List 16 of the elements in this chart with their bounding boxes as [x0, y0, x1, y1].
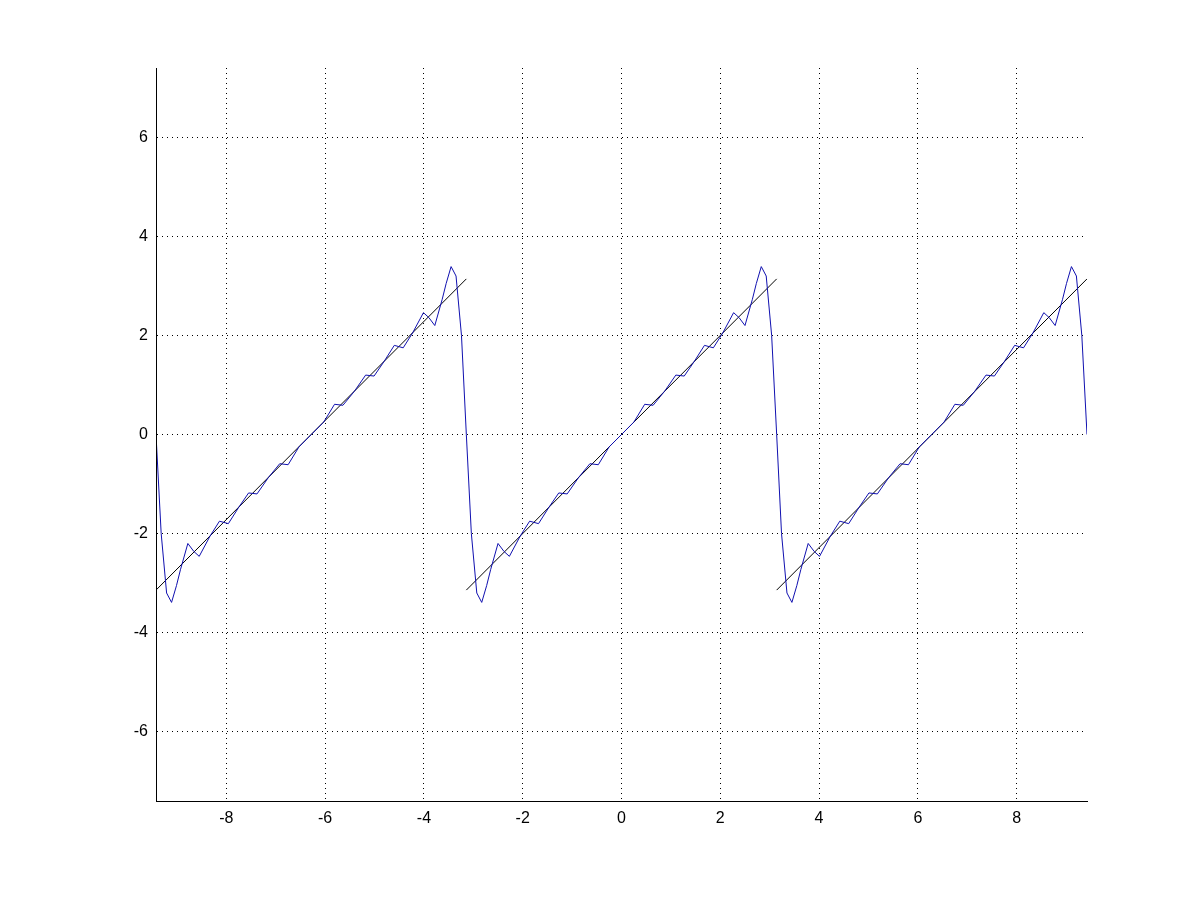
y-tick-label: -4 — [133, 623, 149, 641]
y-tick-label: 2 — [139, 325, 149, 343]
y-tick-label: -6 — [133, 722, 149, 740]
x-tick-label: -6 — [318, 809, 333, 827]
x-tick-label: 0 — [617, 809, 627, 827]
x-tick-label: -4 — [416, 809, 432, 827]
x-tick-label: -2 — [515, 809, 530, 827]
y-tick-label: 0 — [139, 424, 149, 442]
x-tick-label: 8 — [1012, 809, 1022, 827]
x-tick-label: 6 — [913, 809, 923, 827]
x-tick-label: 2 — [715, 809, 725, 827]
y-tick-label: 6 — [139, 127, 149, 145]
x-tick-label: -8 — [219, 809, 234, 827]
y-tick-label: 4 — [139, 226, 149, 244]
y-tick-label: -2 — [133, 523, 149, 541]
x-tick-label: 4 — [814, 809, 824, 827]
